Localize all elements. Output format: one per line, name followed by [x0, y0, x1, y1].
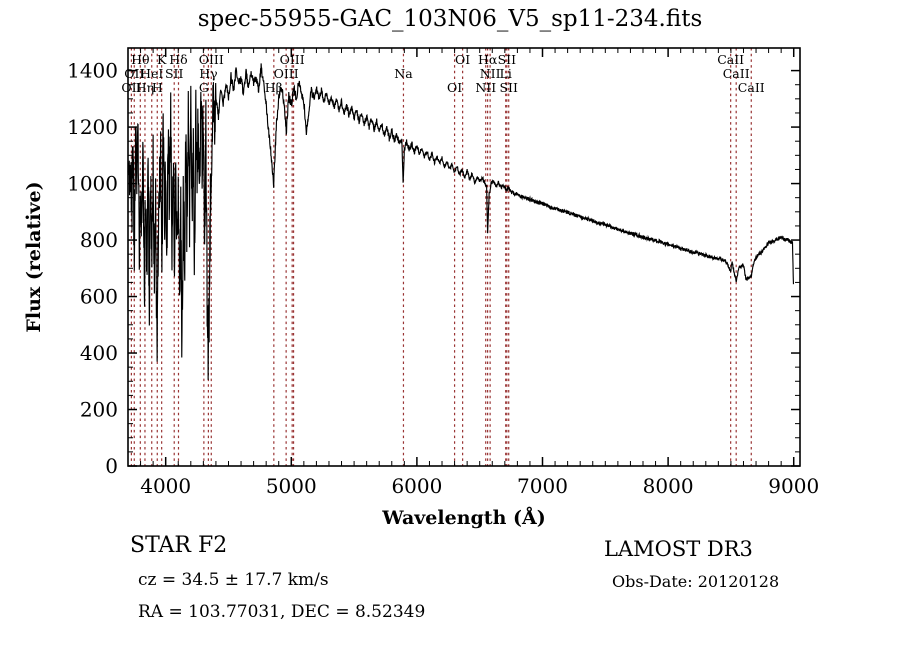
- coordinates-label: RA = 103.77031, DEC = 8.52349: [138, 602, 426, 622]
- x-tick-label: 5000: [266, 474, 317, 498]
- spectral-line-label: Li: [500, 66, 512, 81]
- page-title: spec-55955-GAC_103N06_V5_sp11-234.fits: [197, 6, 703, 32]
- radial-velocity-label: cz = 34.5 ± 17.7 km/s: [138, 570, 329, 590]
- spectral-line-label: SII: [498, 52, 517, 67]
- spectral-line-label: OIII: [274, 66, 299, 81]
- y-axis-tick-labels: 0 200 400 600 800 1000 1200 1400: [67, 59, 118, 478]
- y-tick-label: 1200: [67, 115, 118, 139]
- y-tick-label: 400: [80, 341, 118, 365]
- y-tick-label: 600: [80, 285, 118, 309]
- spectral-line-label: SII: [499, 80, 518, 95]
- spectral-line-label: Hθ: [131, 52, 149, 67]
- spectral-line-label: CaII: [723, 66, 750, 81]
- spectral-line-label: Hη: [136, 80, 154, 95]
- x-tick-label: 9000: [768, 474, 819, 498]
- spectral-line-label: Hα: [478, 52, 498, 67]
- spectral-line-markers: [130, 48, 752, 466]
- spectral-line-label: K: [157, 52, 167, 67]
- y-tick-label: 0: [105, 454, 118, 478]
- x-tick-label: 7000: [517, 474, 568, 498]
- spectral-line-label: Hδ: [169, 52, 187, 67]
- survey-label: LAMOST DR3: [604, 537, 753, 561]
- spectral-line-label: SII: [165, 66, 184, 81]
- spectral-line-label: OII: [124, 66, 144, 81]
- spectral-line-label: H: [152, 80, 163, 95]
- spectral-line-label: NII: [475, 80, 496, 95]
- spectral-line-label: Na: [394, 66, 413, 81]
- spectral-line-label: OI: [447, 80, 462, 95]
- spectral-line-label: CaII: [717, 52, 744, 67]
- x-tick-label: 8000: [643, 474, 694, 498]
- x-tick-label: 4000: [140, 474, 191, 498]
- spectral-line-label: OIII: [199, 52, 224, 67]
- y-tick-label: 1000: [67, 172, 118, 196]
- spectral-line-label: Hγ: [199, 66, 217, 81]
- plot-frame: [127, 47, 801, 467]
- spectral-line-label: HeI: [140, 66, 163, 81]
- y-tick-label: 800: [80, 228, 118, 252]
- x-axis-title: Wavelength (Å): [381, 506, 545, 529]
- y-tick-label: 1400: [67, 59, 118, 83]
- y-axis-title: Flux (relative): [23, 181, 45, 332]
- x-axis-tick-labels: 4000 5000 6000 7000 8000 9000: [140, 474, 819, 498]
- x-axis-ticks: [140, 48, 795, 466]
- y-tick-label: 200: [80, 398, 118, 422]
- flux-trace: [127, 63, 795, 380]
- spectral-line-label: NII: [480, 66, 501, 81]
- spectrum-curve: [127, 63, 795, 380]
- spectral-line-label: G: [199, 80, 209, 95]
- observation-date-label: Obs-Date: 20120128: [612, 572, 780, 591]
- spectral-line-label: OII: [121, 80, 141, 95]
- y-axis-ticks: [128, 69, 800, 467]
- spectral-line-label: OIII: [280, 52, 305, 67]
- spectral-line-label: OI: [455, 52, 470, 67]
- spectral-line-label: Hβ: [265, 80, 283, 95]
- axes-box: [127, 47, 801, 467]
- object-class-label: STAR F2: [130, 533, 228, 558]
- spectral-line-labels: OIIHθOIIHηHeIHKSIIHδGHγOIIIHβOIIIOIIINaO…: [121, 52, 764, 95]
- spectral-line-label: CaII: [738, 80, 765, 95]
- x-tick-label: 6000: [391, 474, 442, 498]
